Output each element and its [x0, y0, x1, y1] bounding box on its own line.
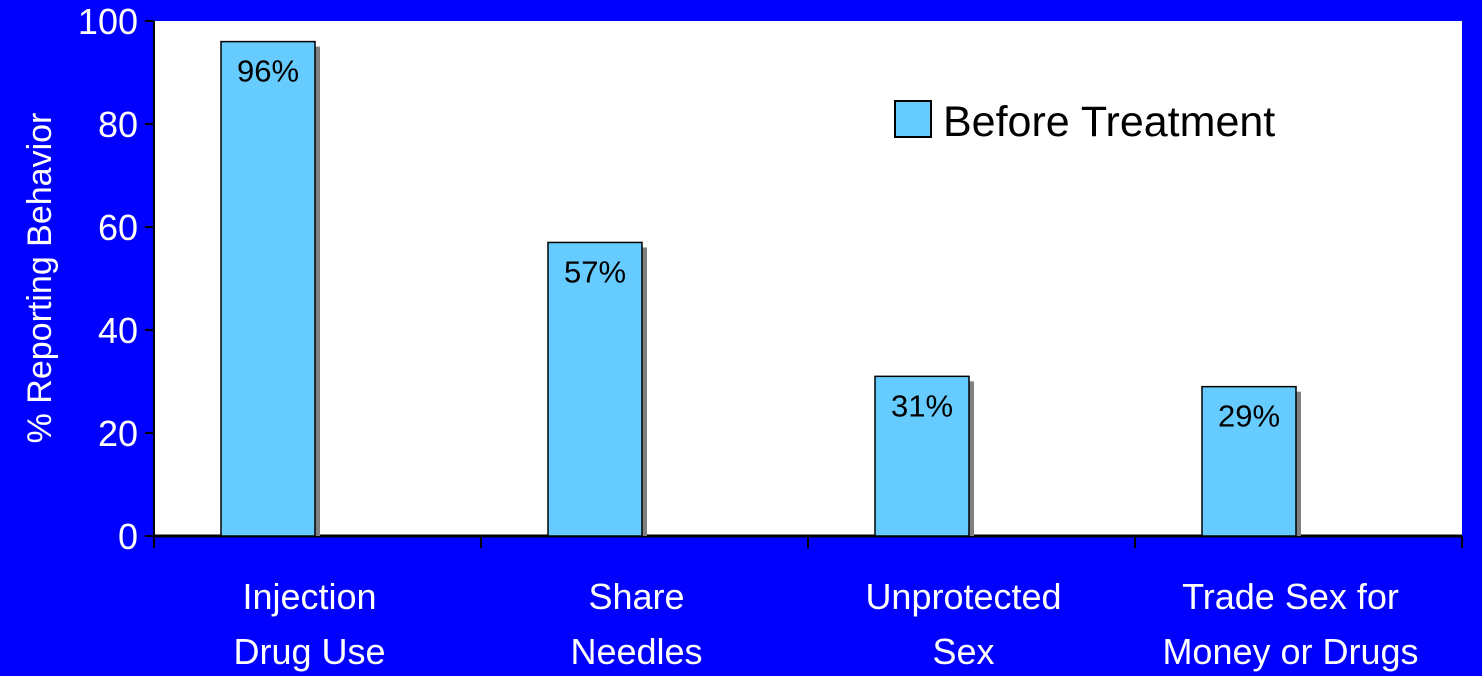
category-labels: Injection Drug Use Share Needles Unprotected…	[233, 576, 1418, 672]
y-tick-label: 0	[118, 516, 138, 557]
y-axis-title: % Reporting Behavior	[21, 113, 59, 444]
bar	[547, 241, 643, 537]
bar	[1201, 385, 1297, 537]
bar-data-label: 96%	[237, 54, 299, 89]
legend-label: Before Treatment	[943, 98, 1275, 146]
x-category-label: Sex	[932, 631, 994, 672]
x-category-label: Money or Drugs	[1162, 631, 1418, 672]
bar	[220, 40, 316, 537]
bars	[220, 40, 1301, 537]
legend-swatch	[894, 100, 932, 138]
y-tick-label: 60	[98, 207, 138, 248]
x-axis	[153, 534, 1463, 548]
bar-data-label: 31%	[891, 388, 953, 423]
y-tick-label: 100	[78, 1, 138, 42]
legend: Before Treatment	[894, 98, 1275, 146]
x-category-label: Needles	[570, 631, 702, 672]
bar	[874, 375, 970, 537]
y-axis: 0 20 40 60 80 100	[78, 1, 155, 557]
x-category-label: Trade Sex for	[1182, 576, 1399, 617]
y-tick-label: 80	[98, 104, 138, 145]
bar-data-label: 29%	[1218, 399, 1280, 434]
y-tick-label: 20	[98, 413, 138, 454]
data-labels: 96% 57% 31% 29%	[237, 54, 1280, 434]
x-category-label: Share	[588, 576, 684, 617]
bar-data-label: 57%	[564, 254, 626, 289]
y-tick-label: 40	[98, 310, 138, 351]
x-category-label: Drug Use	[233, 631, 385, 672]
x-category-label: Injection	[242, 576, 376, 617]
x-category-label: Unprotected	[865, 576, 1061, 617]
